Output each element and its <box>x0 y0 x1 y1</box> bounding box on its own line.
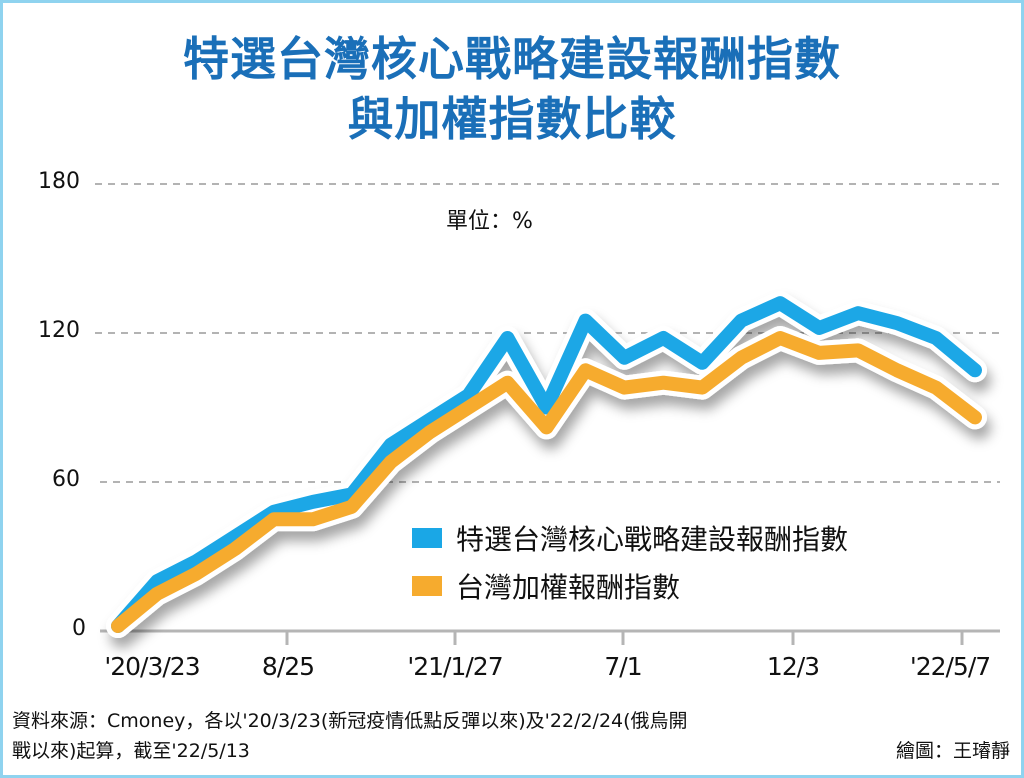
legend-swatch-blue <box>412 528 442 548</box>
series-line-core-strategic <box>111 296 982 633</box>
x-tick-label-0: '20/3/23 <box>104 652 200 681</box>
y-tick-180: 180 <box>38 169 80 194</box>
x-tick-label-1: 8/25 <box>261 652 315 681</box>
legend-item-series2: 台灣加權報酬指數 <box>412 566 680 606</box>
x-tick-label-2: '21/1/27 <box>407 652 503 681</box>
graphic-credit: 繪圖：王璿靜 <box>895 740 1010 762</box>
y-tick-0: 0 <box>72 616 86 641</box>
x-tick-label-3: 7/1 <box>604 652 642 681</box>
legend-item-series1: 特選台灣核心戰略建設報酬指數 <box>412 518 848 558</box>
chart-title-line2: 與加權指數比較 <box>347 92 677 146</box>
source-note-line1: 資料來源：Cmoney，各以'20/3/23(新冠疫情低點反彈以來)及'22/2… <box>12 710 688 732</box>
x-axis-ticks <box>285 631 964 645</box>
legend-swatch-orange <box>412 576 442 596</box>
x-tick-label-5: '22/5/7 <box>909 652 991 681</box>
unit-label: 單位：% <box>446 209 533 234</box>
series-line-taiex <box>111 331 982 633</box>
y-tick-120: 120 <box>38 318 80 343</box>
x-tick-label-4: 12/3 <box>766 652 820 681</box>
source-note-line2: 戰以來)起算，截至'22/5/13 <box>12 740 250 762</box>
legend-label-series1: 特選台灣核心戰略建設報酬指數 <box>456 523 849 556</box>
chart-title-line1: 特選台灣核心戰略建設報酬指數 <box>183 32 841 86</box>
y-tick-60: 60 <box>52 467 80 492</box>
legend-label-series2: 台灣加權報酬指數 <box>456 571 681 604</box>
